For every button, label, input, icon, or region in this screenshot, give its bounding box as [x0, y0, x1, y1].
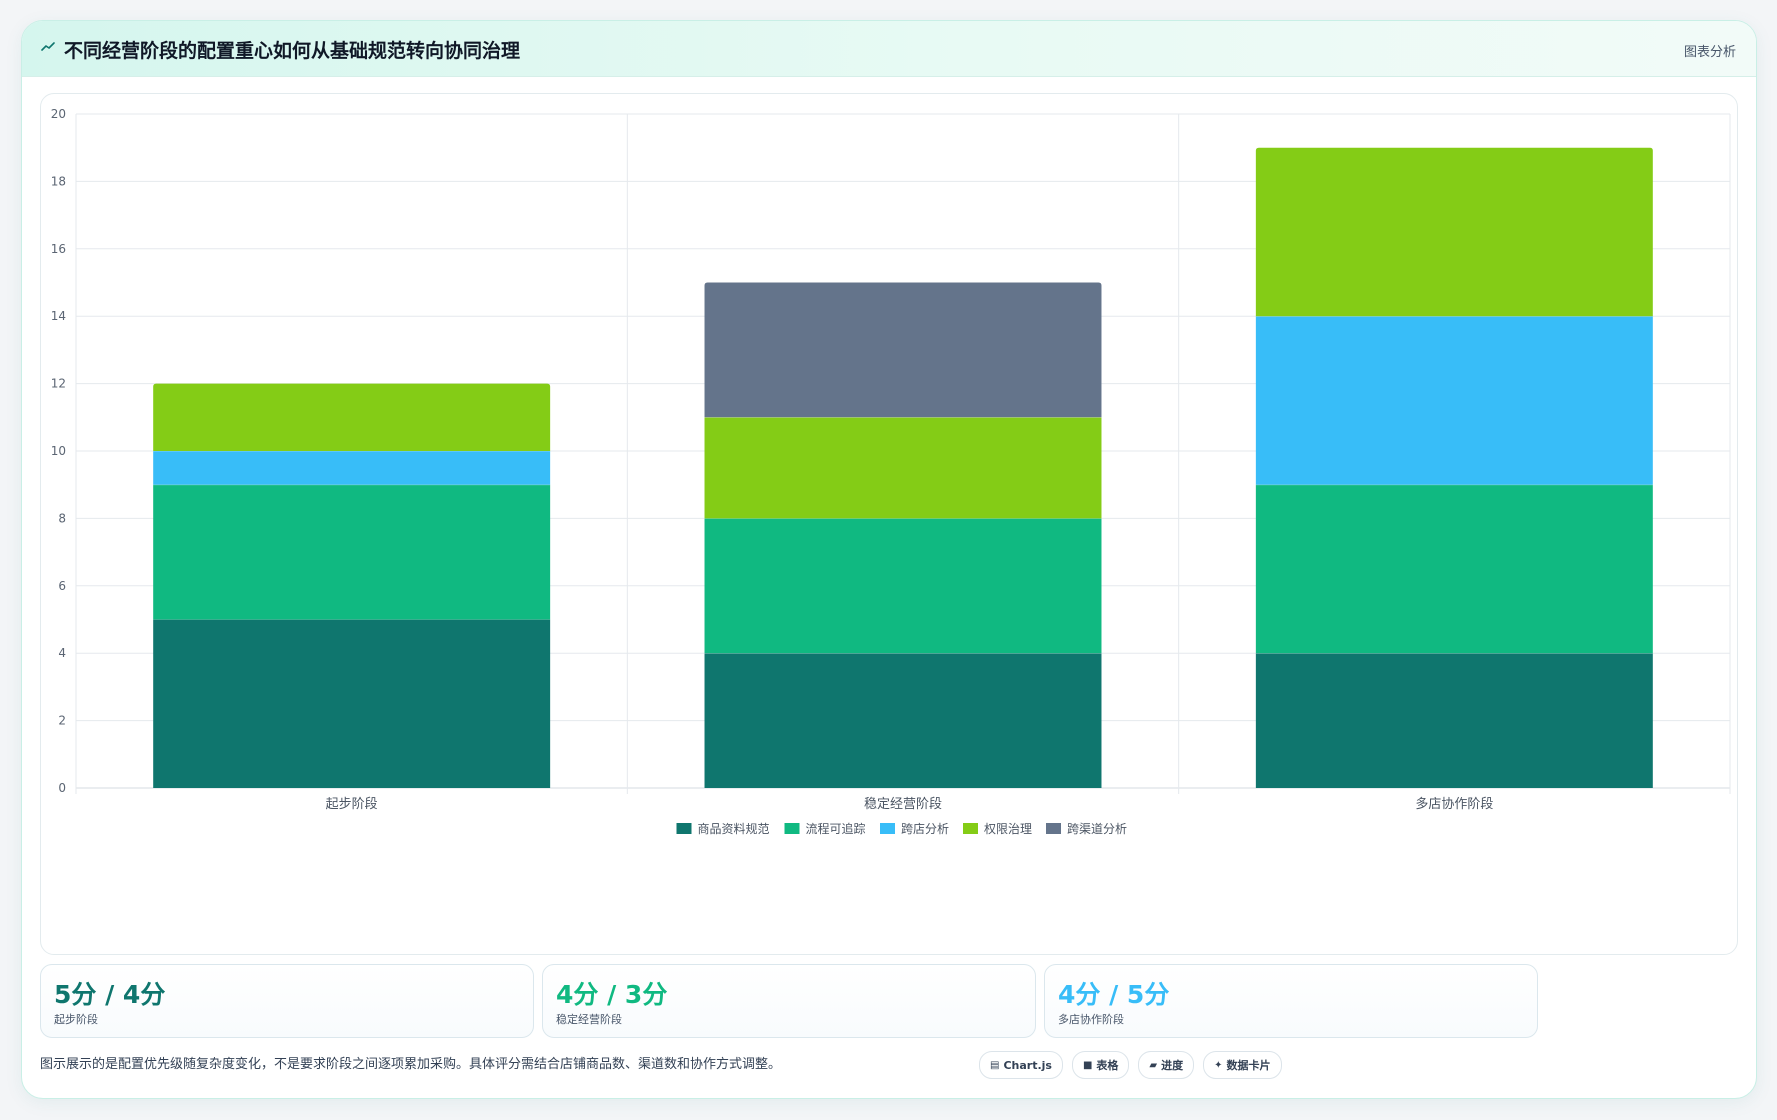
bar-segment — [704, 417, 1102, 519]
legend-swatch — [880, 823, 895, 834]
card-icon: ✦ — [1214, 1059, 1223, 1071]
chip-label: Chart.js — [1003, 1058, 1052, 1072]
bar-segment — [1255, 316, 1653, 485]
stat-label: 稳定经营阶段 — [556, 1013, 622, 1026]
legend-label: 商品资料规范 — [698, 821, 770, 836]
chip-data-card[interactable]: ✦ 数据卡片 — [1203, 1051, 1282, 1079]
stat-label: 起步阶段 — [54, 1013, 98, 1026]
legend-label: 跨渠道分析 — [1067, 822, 1127, 836]
stat-value: 4分 / 5分 — [1058, 980, 1170, 1009]
stat-value: 4分 / 3分 — [556, 980, 668, 1009]
trend-line-icon — [41, 42, 55, 51]
bar-segment — [704, 282, 1102, 418]
chip-row: ▤ Chart.js ■ 表格 ▰ 进度 ✦ 数据卡片 — [979, 1051, 1282, 1079]
chart-analysis-link[interactable]: 图表分析 — [1683, 45, 1736, 60]
x-tick-label: 稳定经营阶段 — [864, 796, 942, 812]
legend-swatch — [1046, 823, 1061, 834]
y-tick-label: 16 — [51, 242, 66, 256]
progress-icon: ▰ — [1149, 1059, 1158, 1071]
y-tick-label: 8 — [58, 511, 66, 525]
chip-progress[interactable]: ▰ 进度 — [1138, 1051, 1195, 1079]
chip-label: 表格 — [1096, 1059, 1119, 1072]
stat-card-multistore: 4分 / 5分 多店协作阶段 — [1044, 964, 1538, 1038]
bar-segment — [153, 484, 551, 620]
bar-segment — [1255, 484, 1653, 654]
y-tick-label: 12 — [51, 377, 66, 391]
y-tick-label: 10 — [51, 444, 66, 458]
stat-value: 5分 / 4分 — [54, 980, 166, 1009]
stat-label: 多店协作阶段 — [1058, 1013, 1124, 1026]
bar-segment — [1255, 653, 1653, 788]
y-tick-label: 2 — [58, 714, 66, 728]
chart-icon: ▤ — [990, 1059, 1000, 1071]
legend-label: 流程可追踪 — [806, 821, 866, 836]
card-header: 不同经营阶段的配置重心如何从基础规范转向协同治理 图表分析 — [22, 21, 1756, 77]
y-tick-label: 4 — [58, 646, 66, 660]
bar-segment — [1255, 147, 1653, 317]
chip-label: 数据卡片 — [1226, 1059, 1271, 1072]
chip-label: 进度 — [1161, 1059, 1184, 1072]
stat-card-startup: 5分 / 4分 起步阶段 — [40, 964, 534, 1038]
footnote: 图示展示的是配置优先级随复杂度变化，不是要求阶段之间逐项累加采购。具体评分需结合… — [40, 1057, 782, 1072]
chip-chartjs[interactable]: ▤ Chart.js — [979, 1051, 1063, 1079]
y-tick-label: 20 — [51, 107, 66, 121]
legend-label: 权限治理 — [984, 822, 1032, 836]
bar-segment — [153, 619, 551, 788]
table-icon: ■ — [1082, 1059, 1093, 1071]
y-tick-label: 6 — [58, 579, 66, 593]
stat-card-stable: 4分 / 3分 稳定经营阶段 — [542, 964, 1036, 1038]
x-tick-label: 多店协作阶段 — [1415, 796, 1493, 812]
bar-segment — [704, 518, 1102, 654]
y-tick-label: 0 — [58, 781, 66, 795]
legend-swatch — [676, 823, 692, 834]
chip-table[interactable]: ■ 表格 — [1071, 1051, 1130, 1079]
bar-segment — [153, 383, 551, 451]
legend-swatch — [784, 823, 800, 834]
legend-swatch — [963, 823, 978, 834]
report-card: 不同经营阶段的配置重心如何从基础规范转向协同治理 图表分析 0 2 4 6 8 10 12 1… — [21, 20, 1757, 1099]
bar-segment — [153, 451, 551, 485]
y-tick-label: 18 — [51, 174, 66, 188]
chart-panel: 0 2 4 6 8 10 12 14 16 18 20 起步阶段 稳定经营阶段 多店协作阶段商品资料规范 流… — [40, 93, 1738, 955]
x-tick-label: 起步阶段 — [326, 797, 378, 812]
y-tick-label: 14 — [51, 309, 66, 323]
page-title: 不同经营阶段的配置重心如何从基础规范转向协同治理 — [64, 40, 521, 62]
legend-label: 跨店分析 — [901, 822, 949, 836]
bar-segment — [704, 653, 1102, 788]
